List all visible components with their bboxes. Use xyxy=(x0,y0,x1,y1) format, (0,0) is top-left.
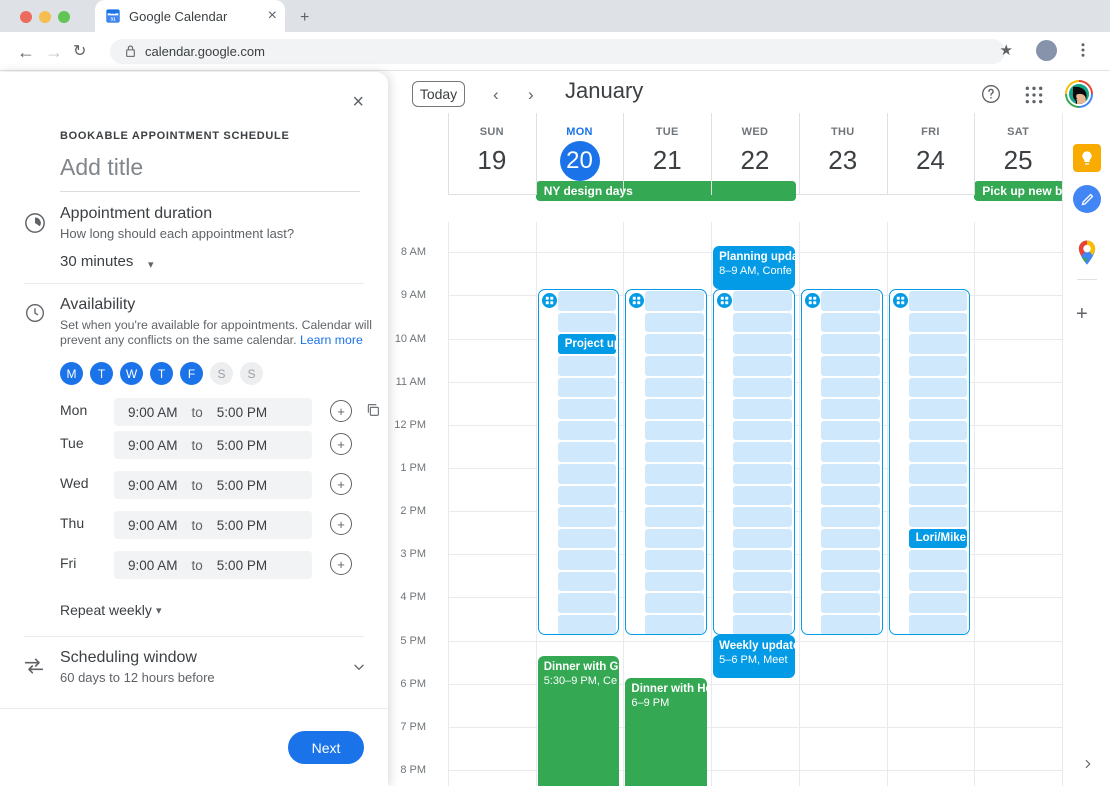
svg-text:31: 31 xyxy=(110,10,116,15)
svg-text:31: 31 xyxy=(110,16,116,21)
